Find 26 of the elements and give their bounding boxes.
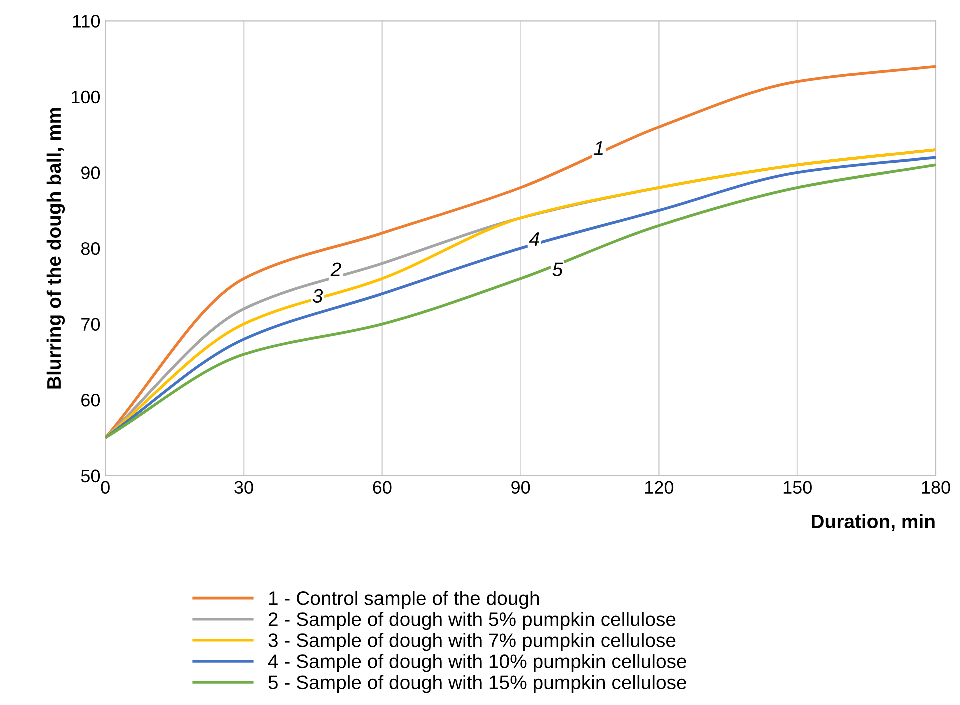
y-tick-label: 70 xyxy=(82,318,100,332)
annotation: 5 xyxy=(552,262,564,276)
y-tick-label: 90 xyxy=(82,166,100,180)
y-tick-label: 110 xyxy=(73,15,100,28)
x-tick-label: 90 xyxy=(512,481,530,494)
legend-label: 5 - Sample of dough with 15% pumpkin cellulose xyxy=(268,675,686,694)
annotation: 1 xyxy=(594,142,603,156)
x-tick-label: 150 xyxy=(784,481,812,494)
x-tick-label: 0 xyxy=(101,481,110,494)
x-tick-label: 30 xyxy=(234,481,254,494)
x-tick-label: 60 xyxy=(373,481,392,494)
x-tick-label: 120 xyxy=(646,481,674,494)
annotation: 4 xyxy=(529,232,540,246)
y-tick-label: 80 xyxy=(81,242,100,256)
y-axis-title: Blurring of the dough ball, mm xyxy=(46,108,66,389)
annotation: 2 xyxy=(330,262,342,276)
legend-label: 3 - Sample of dough with 7% pumpkin cellulose xyxy=(268,633,676,652)
legend-label: 4 - Sample of dough with 10% pumpkin cellulose xyxy=(268,654,686,672)
y-tick-label: 60 xyxy=(82,394,100,407)
y-tick-label: 100 xyxy=(72,90,100,104)
y-tick-label: 50 xyxy=(81,470,100,483)
legend-label: 2 - Sample of dough with 5% pumpkin cellulose xyxy=(268,612,676,630)
annotation: 3 xyxy=(312,289,324,303)
x-axis-title: Duration, min xyxy=(812,514,935,532)
legend-label: 1 - Control sample of the dough xyxy=(269,591,540,610)
x-tick-label: 180 xyxy=(922,481,950,494)
